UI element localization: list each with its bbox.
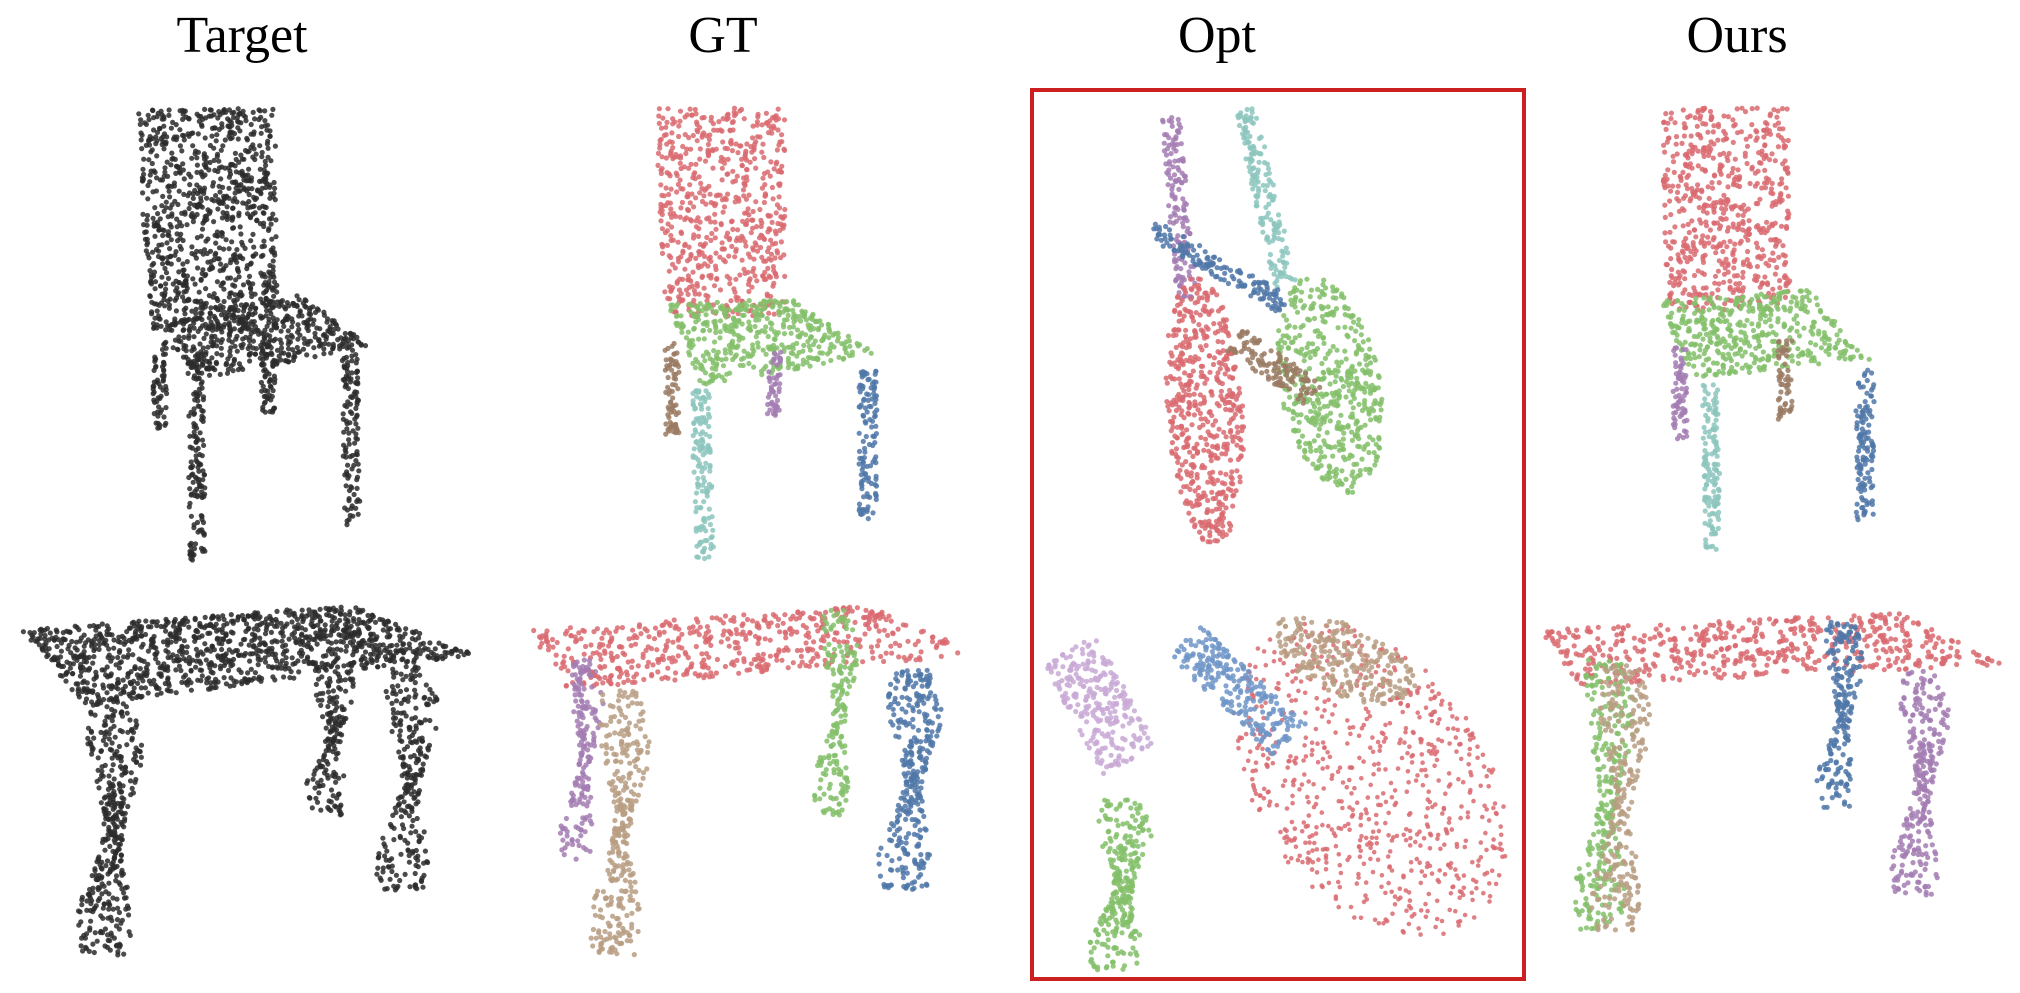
column-title-opt: Opt (1178, 7, 1256, 64)
column-title-target: Target (176, 7, 308, 64)
gt-chair (655, 105, 880, 562)
opt-chair (1151, 106, 1385, 545)
target-table (20, 604, 471, 958)
column-title-gt: GT (688, 7, 758, 64)
ours-table (1543, 611, 2002, 933)
target-chair (136, 106, 369, 563)
gt-table (531, 604, 961, 958)
opt-table (1045, 615, 1508, 973)
ours-chair (1660, 105, 1877, 552)
opt-highlight-box (1030, 88, 1526, 981)
column-title-ours: Ours (1686, 7, 1788, 64)
